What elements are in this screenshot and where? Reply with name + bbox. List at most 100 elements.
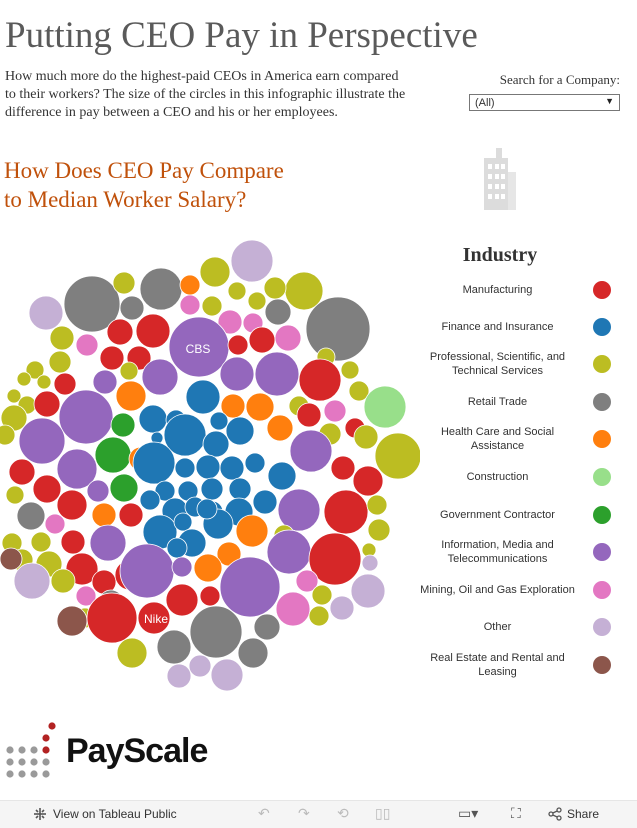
legend-item[interactable]: Retail Trade (420, 385, 630, 419)
company-bubble[interactable] (92, 369, 118, 395)
company-bubble[interactable] (89, 524, 127, 562)
company-bubble[interactable] (274, 324, 302, 352)
company-bubble[interactable] (248, 326, 276, 354)
company-bubble[interactable] (220, 393, 246, 419)
company-bubble[interactable] (173, 512, 193, 532)
company-bubble[interactable] (99, 345, 125, 371)
company-bubble[interactable] (219, 556, 281, 618)
company-bubble[interactable] (44, 513, 66, 535)
company-bubble[interactable] (210, 658, 244, 692)
company-bubble[interactable] (119, 361, 139, 381)
company-bubble[interactable] (18, 417, 66, 465)
fullscreen-icon[interactable]: ⛶ (511, 805, 521, 821)
company-bubble[interactable] (0, 547, 23, 571)
company-bubble[interactable] (348, 380, 370, 402)
company-bubble[interactable] (63, 275, 121, 333)
company-bubble[interactable] (202, 430, 230, 458)
company-bubble[interactable] (174, 457, 196, 479)
company-bubble[interactable] (5, 485, 25, 505)
company-bubble[interactable] (156, 629, 192, 665)
company-bubble[interactable] (50, 568, 76, 594)
company-bubble[interactable] (235, 514, 269, 548)
company-bubble[interactable] (199, 256, 231, 288)
company-bubble[interactable] (48, 350, 72, 374)
company-bubble[interactable] (277, 488, 321, 532)
legend-item[interactable]: Finance and Insurance (420, 310, 630, 344)
company-select[interactable]: (All) ▼ (469, 94, 620, 111)
pause-updates-icon[interactable]: ▯▯ (375, 805, 391, 821)
company-bubble[interactable] (253, 613, 281, 641)
company-bubble[interactable] (308, 605, 330, 627)
company-bubble[interactable] (119, 295, 145, 321)
legend-item[interactable]: Other (420, 610, 630, 644)
company-bubble[interactable] (141, 358, 179, 396)
company-bubble[interactable] (275, 591, 311, 627)
company-bubble[interactable] (115, 380, 147, 412)
legend-item[interactable]: Information, Media and Telecommunication… (420, 535, 630, 569)
company-bubble[interactable] (296, 402, 322, 428)
legend-item[interactable]: Government Contractor (420, 498, 630, 532)
company-bubble[interactable] (340, 360, 360, 380)
company-bubble[interactable] (110, 412, 136, 438)
company-bubble[interactable] (227, 334, 249, 356)
company-bubble[interactable] (329, 595, 355, 621)
company-bubble[interactable] (106, 318, 134, 346)
company-bubble[interactable] (86, 592, 138, 644)
company-bubble[interactable] (25, 360, 45, 380)
company-bubble[interactable] (16, 501, 46, 531)
legend-item[interactable]: Real Estate and Rental and Leasing (420, 648, 630, 682)
company-bubble[interactable] (36, 374, 52, 390)
legend-item[interactable]: Professional, Scientific, and Technical … (420, 347, 630, 381)
company-bubble[interactable] (33, 390, 61, 418)
company-bubble[interactable] (361, 554, 379, 572)
company-bubble[interactable] (353, 424, 379, 450)
company-bubble[interactable] (264, 298, 292, 326)
company-bubble[interactable] (30, 531, 52, 553)
company-bubble[interactable] (32, 474, 62, 504)
company-bubble[interactable] (56, 489, 88, 521)
company-bubble[interactable] (196, 498, 218, 520)
company-bubble[interactable] (58, 389, 114, 445)
company-bubble[interactable] (185, 379, 221, 415)
company-bubble[interactable] (201, 295, 223, 317)
company-bubble[interactable] (53, 372, 77, 396)
company-bubble[interactable] (209, 411, 229, 431)
company-bubble[interactable] (166, 537, 188, 559)
company-bubble[interactable] (116, 637, 148, 669)
company-bubble[interactable] (252, 489, 278, 515)
company-bubble[interactable] (199, 585, 221, 607)
legend-item[interactable]: Mining, Oil and Gas Exploration (420, 573, 630, 607)
redo-icon[interactable]: ↷ (298, 805, 310, 821)
company-bubble[interactable] (308, 532, 362, 586)
legend-item[interactable]: Manufacturing (420, 273, 630, 307)
company-bubble[interactable] (352, 465, 384, 497)
company-bubble[interactable] (323, 399, 347, 423)
company-bubble[interactable] (13, 562, 51, 600)
company-bubble[interactable] (165, 583, 199, 617)
company-bubble[interactable] (219, 356, 255, 392)
company-bubble[interactable] (86, 479, 110, 503)
company-bubble[interactable] (295, 569, 319, 593)
company-bubble[interactable] (374, 432, 420, 480)
company-bubble[interactable] (171, 556, 193, 578)
company-bubble[interactable] (298, 358, 342, 402)
company-bubble[interactable] (323, 489, 369, 535)
company-bubble[interactable] (217, 309, 243, 335)
share-button[interactable]: Share (548, 807, 599, 821)
company-bubble[interactable] (119, 543, 175, 599)
company-bubble[interactable] (195, 454, 221, 480)
view-on-tableau-link[interactable]: View on Tableau Public (33, 807, 177, 821)
company-bubble[interactable] (56, 448, 98, 490)
company-bubble[interactable] (94, 436, 132, 474)
company-bubble[interactable] (289, 429, 333, 473)
company-bubble[interactable] (366, 494, 388, 516)
company-bubble[interactable] (28, 295, 64, 331)
revert-icon[interactable]: ⟲ (337, 805, 349, 821)
company-bubble[interactable] (139, 267, 183, 311)
legend-item[interactable]: Health Care and Social Assistance (420, 422, 630, 456)
company-bubble[interactable] (267, 461, 297, 491)
company-bubble[interactable] (91, 502, 117, 528)
company-bubble[interactable] (305, 296, 371, 362)
company-bubble[interactable] (350, 573, 386, 609)
legend-item[interactable]: Construction (420, 460, 630, 494)
